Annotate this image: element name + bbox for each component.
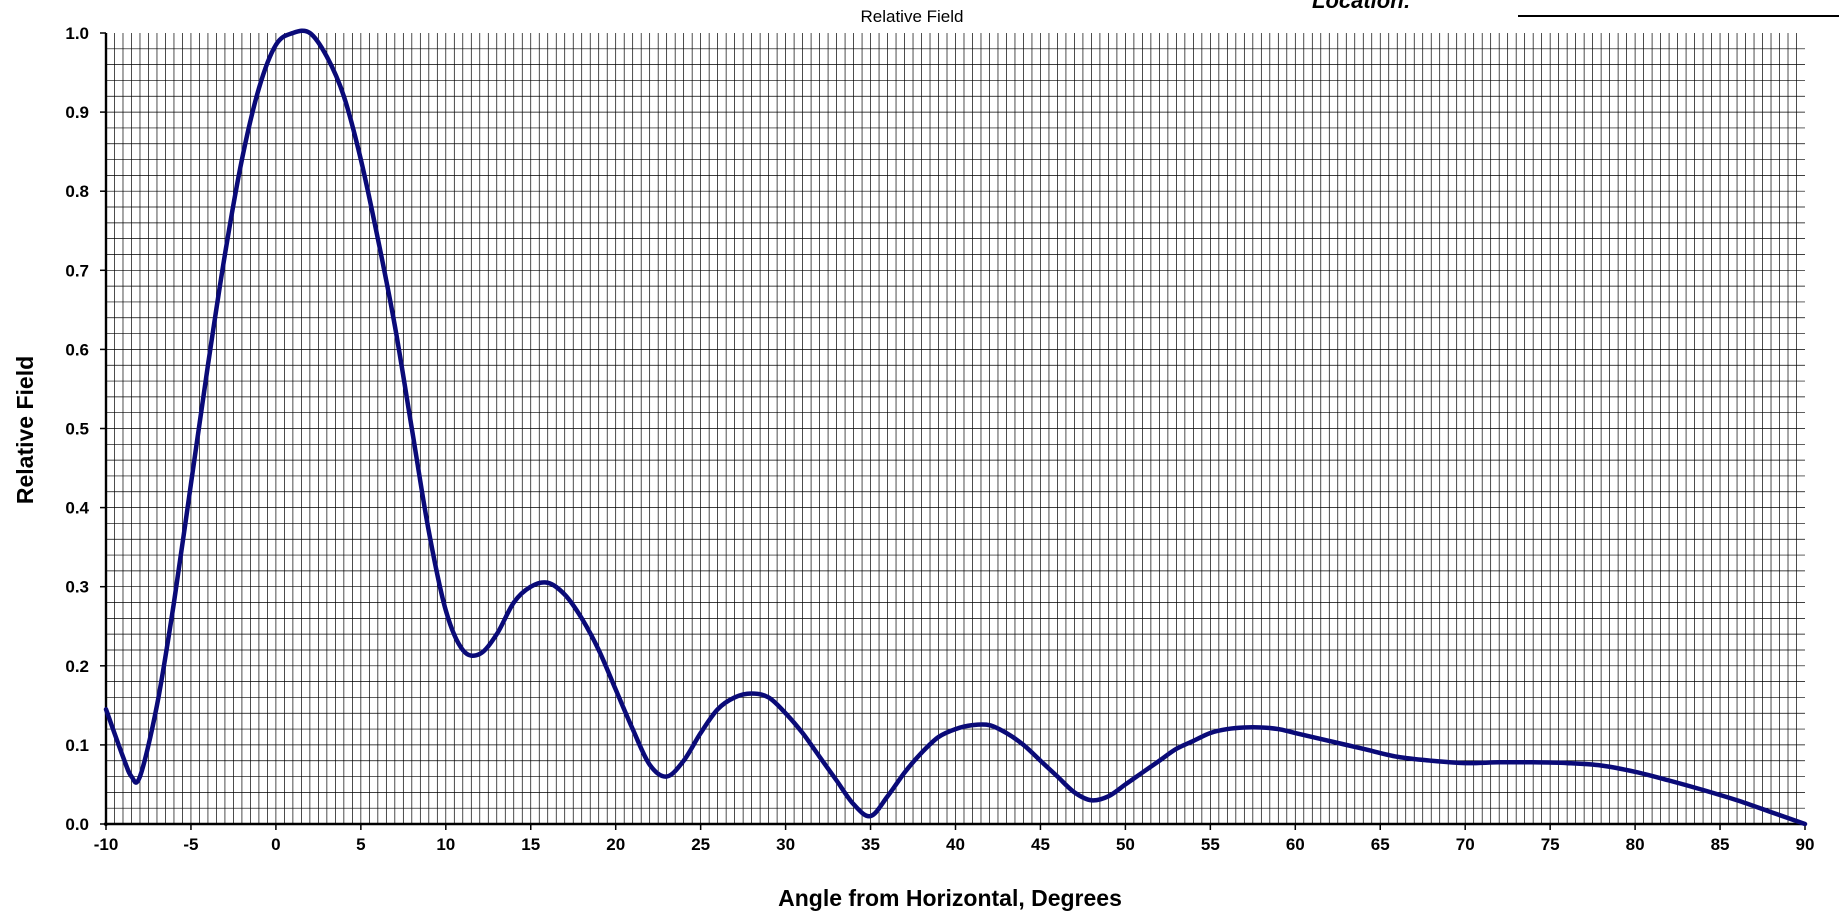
x-axis-title: Angle from Horizontal, Degrees — [778, 885, 1122, 911]
location-label: Location: — [1312, 0, 1411, 13]
y-tick-label: 1.0 — [65, 24, 89, 43]
x-tick-label: 0 — [271, 835, 280, 854]
x-tick-label: 60 — [1286, 835, 1305, 854]
x-tick-label: 85 — [1711, 835, 1730, 854]
y-tick-label: 0.3 — [65, 578, 89, 597]
x-tick-label: 65 — [1371, 835, 1390, 854]
x-tick-label: -10 — [94, 835, 119, 854]
y-axis-title: Relative Field — [12, 356, 38, 504]
series-layer — [103, 28, 1808, 827]
y-tick-label: 0.4 — [65, 499, 89, 518]
x-tick-label: -5 — [183, 835, 198, 854]
x-tick-label: 50 — [1116, 835, 1135, 854]
x-tick-label: 35 — [861, 835, 880, 854]
y-tick-label: 0.0 — [65, 815, 89, 834]
y-tick-label: 0.5 — [65, 420, 89, 439]
x-tick-label: 10 — [436, 835, 455, 854]
y-tick-label: 0.2 — [65, 657, 89, 676]
series-line — [103, 28, 1808, 827]
y-tick-label: 0.8 — [65, 182, 89, 201]
x-tick-label: 20 — [606, 835, 625, 854]
x-tick-label: 30 — [776, 835, 795, 854]
x-tick-label: 5 — [356, 835, 365, 854]
x-tick-label: 25 — [691, 835, 710, 854]
x-tick-label: 15 — [521, 835, 540, 854]
x-tick-label: 90 — [1796, 835, 1815, 854]
x-tick-label: 80 — [1626, 835, 1645, 854]
x-axis-ticks: -10 -5 0 5 10 15 20 25 30 35 40 45 50 55 60 65 70 75 80 85 9… — [94, 824, 1815, 854]
y-tick-label: 0.7 — [65, 261, 89, 280]
y-tick-label: 0.9 — [65, 103, 89, 122]
plot-axes — [104, 33, 1805, 826]
chart-title: Relative Field — [861, 7, 964, 26]
x-tick-label: 75 — [1541, 835, 1560, 854]
y-axis-ticks: 0.0 0.1 0.2 0.3 0.4 0.5 0.6 0.7 0.8 0.9 1.0 — [65, 24, 106, 834]
x-tick-label: 40 — [946, 835, 965, 854]
y-tick-label: 0.1 — [65, 736, 89, 755]
x-tick-label: 55 — [1201, 835, 1220, 854]
x-tick-label: 45 — [1031, 835, 1050, 854]
y-tick-label: 0.6 — [65, 340, 89, 359]
x-tick-label: 70 — [1456, 835, 1475, 854]
minor-grid — [106, 33, 1805, 824]
